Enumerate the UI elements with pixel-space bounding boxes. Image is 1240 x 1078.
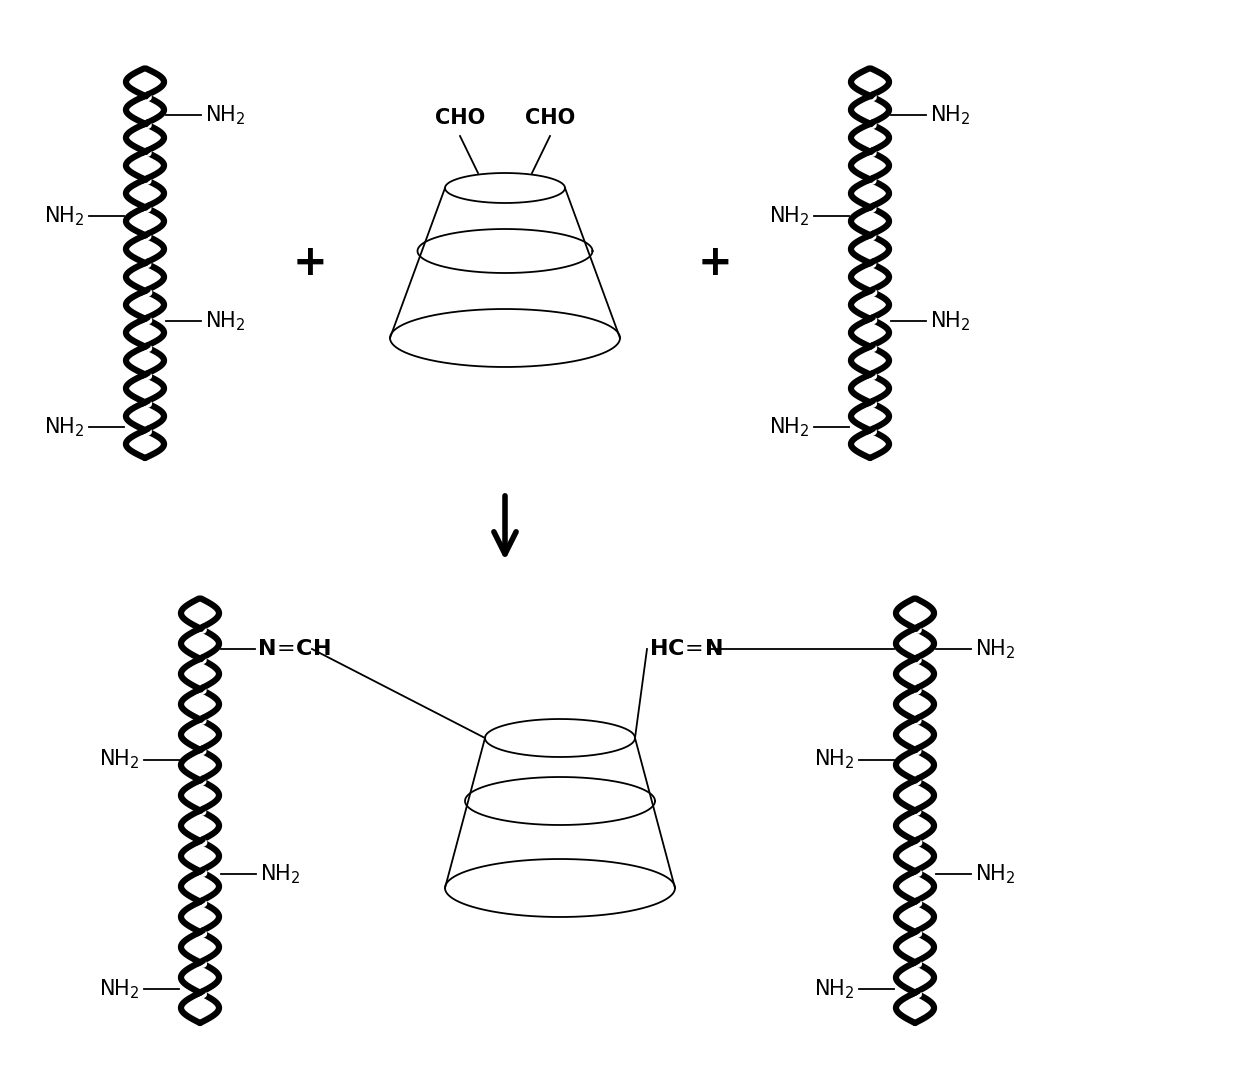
Text: HC$\!=\!$N: HC$\!=\!$N bbox=[649, 639, 723, 659]
Text: NH$_2$: NH$_2$ bbox=[769, 205, 810, 229]
Text: +: + bbox=[698, 241, 733, 284]
Text: NH$_2$: NH$_2$ bbox=[815, 748, 856, 771]
Text: NH$_2$: NH$_2$ bbox=[45, 415, 86, 439]
Text: +: + bbox=[293, 241, 327, 284]
Text: NH$_2$: NH$_2$ bbox=[260, 862, 300, 886]
Text: NH$_2$: NH$_2$ bbox=[205, 309, 246, 333]
Text: NH$_2$: NH$_2$ bbox=[99, 748, 140, 771]
Text: NH$_2$: NH$_2$ bbox=[815, 977, 856, 1000]
Text: NH$_2$: NH$_2$ bbox=[975, 862, 1016, 886]
Text: CHO: CHO bbox=[435, 108, 485, 128]
Text: CHO: CHO bbox=[525, 108, 575, 128]
Text: NH$_2$: NH$_2$ bbox=[975, 637, 1016, 661]
Text: NH$_2$: NH$_2$ bbox=[99, 977, 140, 1000]
Text: NH$_2$: NH$_2$ bbox=[205, 103, 246, 126]
Text: N$\!=\!$CH: N$\!=\!$CH bbox=[257, 639, 331, 659]
Text: NH$_2$: NH$_2$ bbox=[930, 103, 971, 126]
Text: NH$_2$: NH$_2$ bbox=[930, 309, 971, 333]
Text: NH$_2$: NH$_2$ bbox=[769, 415, 810, 439]
Text: NH$_2$: NH$_2$ bbox=[45, 205, 86, 229]
